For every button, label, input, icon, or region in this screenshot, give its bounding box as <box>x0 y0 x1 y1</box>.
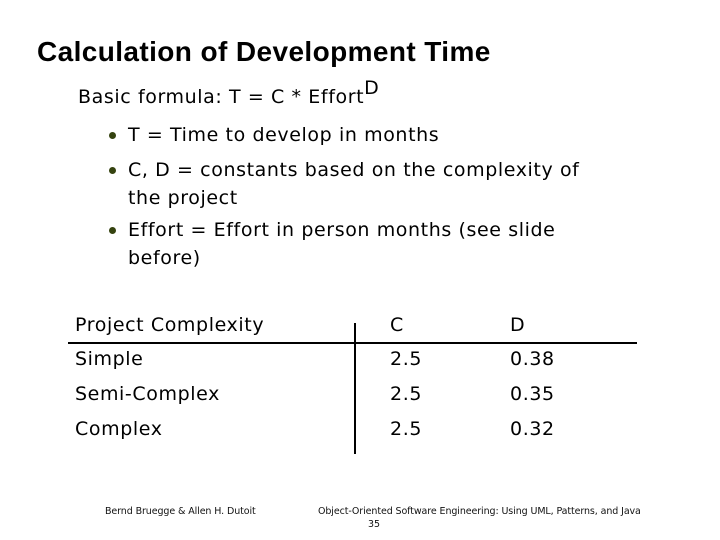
table-cell-c: 2.5 <box>390 348 423 370</box>
formula-superscript: D <box>364 77 380 99</box>
table-cell-d: 0.38 <box>510 348 555 370</box>
table-cell-d: 0.32 <box>510 418 555 440</box>
footer-page-number: 35 <box>368 519 380 530</box>
footer-authors: Bernd Bruegge & Allen H. Dutoit <box>105 506 256 517</box>
footer-book-title: Object-Oriented Software Engineering: Us… <box>318 506 641 517</box>
bullet-dot-icon <box>109 227 116 234</box>
bullet-text: C, D = constants based on the complexity… <box>128 159 580 181</box>
bullet-text: Effort = Effort in person months (see sl… <box>128 219 556 241</box>
bullet-item: Effort = Effort in person months (see sl… <box>109 216 709 272</box>
table-header-d: D <box>510 314 526 336</box>
table-cell-complexity: Semi-Complex <box>75 383 220 405</box>
bullet-dot-icon <box>109 167 116 174</box>
bullet-text: the project <box>128 187 238 209</box>
bullet-item: C, D = constants based on the complexity… <box>109 156 709 212</box>
formula-line: Basic formula: T = C * EffortD <box>78 77 379 108</box>
table-cell-c: 2.5 <box>390 383 423 405</box>
bullet-dot-icon <box>109 132 116 139</box>
table-cell-d: 0.35 <box>510 383 555 405</box>
slide-title: Calculation of Development Time <box>37 36 491 67</box>
table-cell-c: 2.5 <box>390 418 423 440</box>
table-cell-complexity: Complex <box>75 418 163 440</box>
formula-text: Basic formula: T = C * Effort <box>78 86 365 108</box>
table-header-divider <box>68 342 637 344</box>
bullet-text: T = Time to develop in months <box>128 124 440 146</box>
table-column-divider <box>354 323 356 454</box>
bullet-text: before) <box>128 247 201 269</box>
table-header-complexity: Project Complexity <box>75 314 265 336</box>
bullet-item: T = Time to develop in months <box>109 121 709 149</box>
table-cell-complexity: Simple <box>75 348 144 370</box>
table-header-c: C <box>390 314 404 336</box>
